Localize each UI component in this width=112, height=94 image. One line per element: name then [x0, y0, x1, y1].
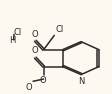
Text: N: N [78, 77, 84, 86]
Text: O: O [31, 30, 38, 39]
Text: H: H [10, 36, 16, 45]
Text: Cl: Cl [55, 25, 63, 34]
Text: O: O [31, 46, 38, 55]
Text: O: O [39, 76, 46, 85]
Text: O: O [25, 83, 32, 92]
Text: Cl: Cl [13, 28, 22, 37]
